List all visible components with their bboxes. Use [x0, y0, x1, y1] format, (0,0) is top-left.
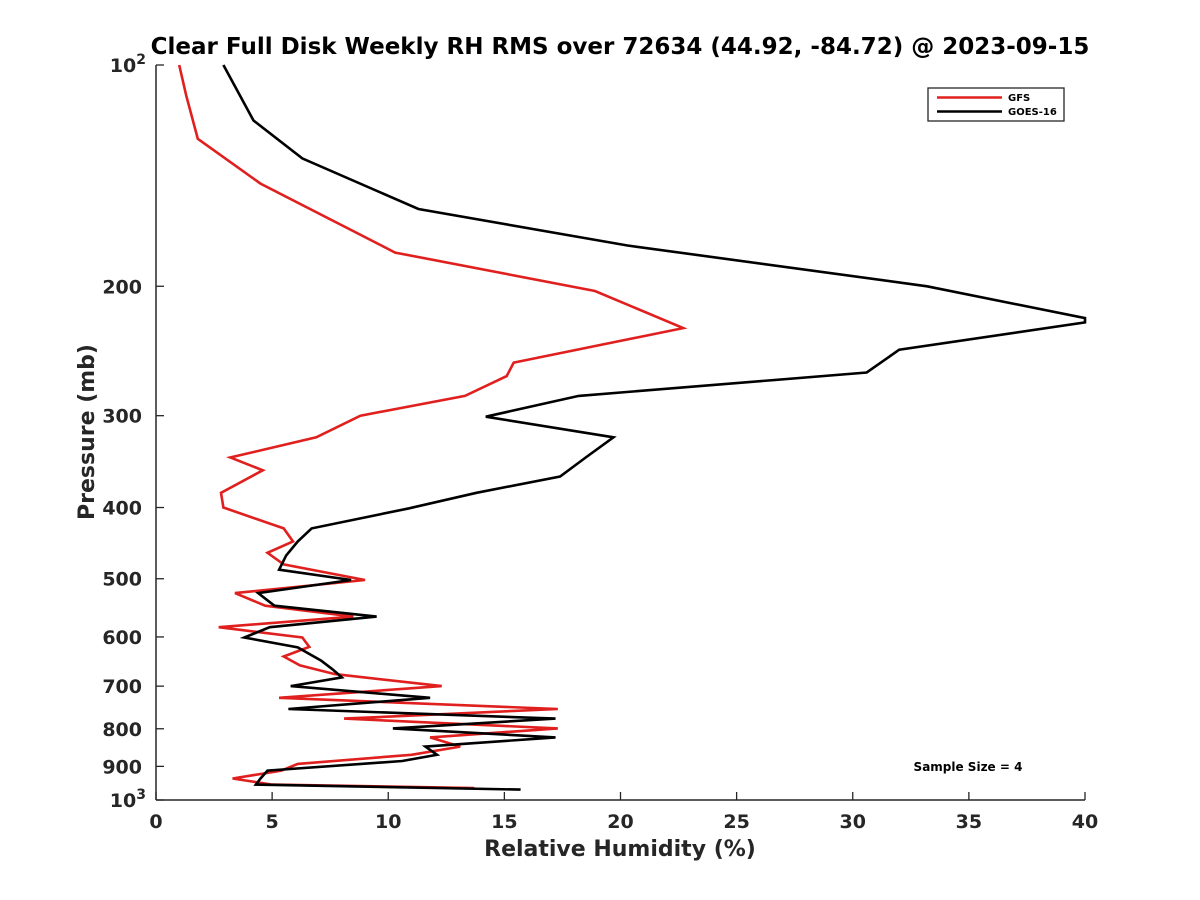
y-tick-label: 800	[102, 719, 142, 741]
x-tick-label: 5	[266, 811, 279, 833]
y-tick-layer: 200 300 400 500 600 700 800 900 102 103	[102, 52, 164, 812]
x-tick-label: 30	[840, 811, 866, 833]
y-tick-label: 300	[102, 406, 142, 428]
y-tick-label: 700	[102, 676, 142, 698]
legend-label-gfs: GFS	[1008, 93, 1030, 104]
legend: GFS GOES-16	[927, 87, 1065, 122]
series-line-gfs	[177, 64, 688, 790]
y-tick-label: 900	[102, 756, 142, 778]
y-tick-label: 200	[102, 276, 142, 298]
x-tick-label: 15	[491, 811, 517, 833]
y-tick-label: 600	[102, 627, 142, 649]
x-tick-label: 0	[149, 811, 162, 833]
x-tick-label: 10	[375, 811, 401, 833]
sample-size-annotation: Sample Size = 4	[914, 760, 1023, 774]
x-tick-label: 25	[723, 811, 749, 833]
legend-box	[927, 87, 1065, 122]
y-power-tick-label: 103	[110, 787, 146, 812]
x-tick-label: 20	[607, 811, 633, 833]
x-axis-label: Relative Humidity (%)	[484, 837, 756, 862]
y-tick-label: 500	[102, 569, 142, 591]
x-tick-label: 35	[956, 811, 982, 833]
series-layer	[177, 64, 1087, 791]
series-line-goes16	[222, 64, 1087, 791]
x-tick-layer: 0 5 10 15 20 25 30 35 40	[149, 792, 1098, 833]
chart-title: Clear Full Disk Weekly RH RMS over 72634…	[151, 34, 1090, 60]
y-power-tick-label: 102	[110, 52, 146, 77]
x-tick-label: 40	[1072, 811, 1098, 833]
y-tick-label: 400	[102, 498, 142, 520]
y-axis-label: Pressure (mb)	[75, 344, 100, 520]
legend-label-goes16: GOES-16	[1008, 107, 1057, 118]
